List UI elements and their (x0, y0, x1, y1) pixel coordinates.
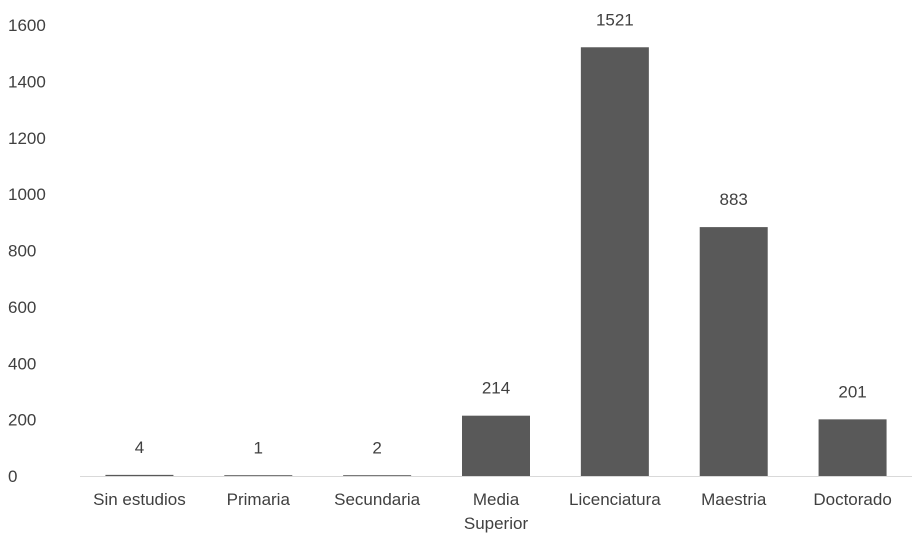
y-tick-label: 0 (8, 467, 17, 486)
x-tick-label: Licenciatura (569, 490, 661, 509)
x-tick-label: Maestria (701, 490, 767, 509)
bar (699, 227, 768, 476)
data-label: 4 (135, 438, 144, 457)
data-labels-group: 4 1 2 214 1521 883 201 (135, 10, 867, 457)
data-label: 214 (482, 379, 510, 398)
y-tick-label: 1000 (8, 185, 46, 204)
data-label: 1 (254, 439, 263, 458)
bar (580, 47, 649, 476)
x-tick-label: Secundaria (334, 490, 421, 509)
y-tick-label: 1200 (8, 129, 46, 148)
x-tick-label: Doctorado (813, 490, 891, 509)
y-tick-label: 200 (8, 411, 36, 430)
y-tick-label: 600 (8, 298, 36, 317)
y-tick-label: 1400 (8, 72, 46, 91)
bar (224, 475, 293, 476)
y-axis-ticks: 0 200 400 600 800 1000 1200 1400 1600 (8, 16, 46, 486)
data-label: 883 (720, 190, 748, 209)
bar (343, 475, 412, 476)
data-label: 1521 (596, 10, 634, 29)
y-tick-label: 400 (8, 354, 36, 373)
bars-group (105, 47, 887, 476)
y-tick-label: 800 (8, 242, 36, 261)
x-axis-ticks: Sin estudios Primaria Secundaria Media Super… (93, 490, 892, 533)
x-tick-label: Primaria (227, 490, 291, 509)
bar (462, 415, 530, 476)
bar (818, 419, 887, 476)
x-tick-label: Media Superior (464, 490, 529, 533)
data-label: 2 (372, 438, 381, 457)
bar (105, 474, 174, 476)
y-tick-label: 1600 (8, 16, 46, 35)
data-label: 201 (838, 382, 866, 401)
x-tick-label: Sin estudios (93, 490, 186, 509)
